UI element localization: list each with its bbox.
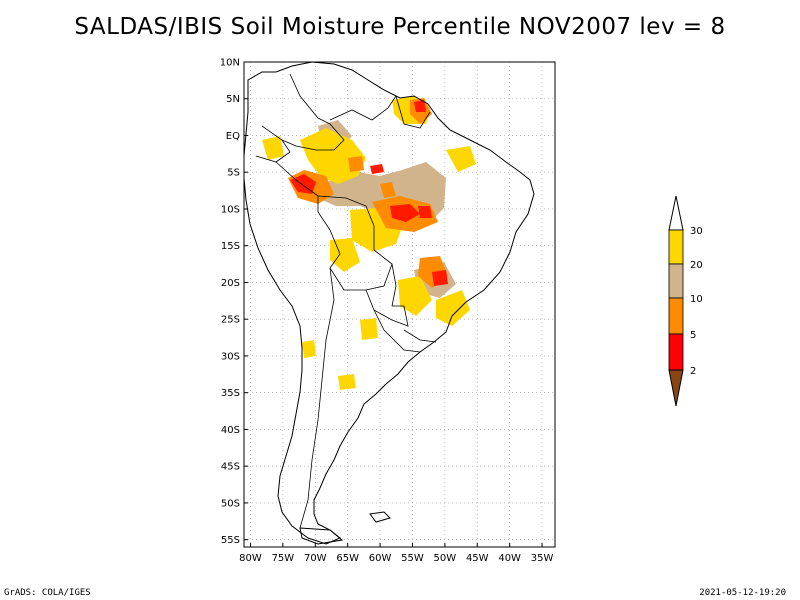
legend-label-2: 2 <box>690 366 696 377</box>
yellow-region-amazon <box>300 128 366 184</box>
legend-label-20: 20 <box>690 260 703 271</box>
lon-label: 75W <box>272 553 295 564</box>
lon-label: 45W <box>466 553 489 564</box>
legend-bin-30 <box>668 229 684 265</box>
legend-bin-10 <box>668 297 684 335</box>
lat-label: EQ <box>226 131 240 142</box>
footer-timestamp: 2021-05-12-19:20 <box>699 588 786 598</box>
yellow-region-ne <box>446 146 476 172</box>
lon-label: 55W <box>401 553 424 564</box>
border-venezuela <box>329 95 397 121</box>
lon-label: 65W <box>336 553 359 564</box>
lat-label: 55S <box>221 535 240 546</box>
red-region-center2 <box>418 206 432 218</box>
red-region-north <box>414 100 426 112</box>
longitude-labels: 80W 75W 70W 65W 60W 55W 50W 45W 40W 35W <box>239 553 553 564</box>
tierra-del-fuego-outline <box>299 527 344 545</box>
red-region-mid <box>370 164 384 174</box>
lat-label: 15S <box>221 241 240 252</box>
lon-label: 80W <box>239 553 262 564</box>
legend-colorbar: 30 20 10 5 2 <box>668 195 703 407</box>
lat-label: 35S <box>221 388 240 399</box>
border-argentina-north <box>373 309 421 353</box>
legend-bin-5 <box>668 333 684 371</box>
yellow-region-small1 <box>302 340 316 358</box>
orange-region-small2 <box>348 156 364 172</box>
lon-label: 35W <box>531 553 554 564</box>
lat-label: 10S <box>221 204 240 215</box>
yellow-region-paraguay <box>360 318 378 340</box>
border-guianas <box>395 95 431 129</box>
border-uruguay <box>403 329 437 343</box>
border-peru <box>275 161 341 269</box>
country-borders <box>255 73 437 529</box>
legend-bottom-triangle <box>668 369 684 407</box>
border-colombia <box>281 73 345 151</box>
south-america-outline <box>243 61 535 545</box>
latitude-labels: 10N 5N EQ 5S 10S 15S 20S 25S 30S 35S 40S 45S 50S 55S <box>220 58 240 547</box>
soil-moisture-shading <box>262 96 476 390</box>
map-title: SALDAS/IBIS Soil Moisture Percentile NOV… <box>74 14 726 40</box>
tan-region-east <box>392 166 440 202</box>
lat-label: 40S <box>221 425 240 436</box>
legend-label-30: 30 <box>690 226 703 237</box>
lat-label: 5S <box>227 168 240 179</box>
yellow-region-coastal <box>436 290 470 326</box>
lat-label: 25S <box>221 315 240 326</box>
footer-credit: GrADS: COLA/IGES <box>4 588 91 598</box>
coastline <box>243 61 535 545</box>
lat-label: 10N <box>220 58 240 69</box>
red-region-center <box>390 204 420 222</box>
lat-label: 45S <box>221 462 240 473</box>
legend-label-5: 5 <box>690 330 696 341</box>
border-brazil-west <box>317 195 397 307</box>
border-chile-argentina <box>299 267 335 529</box>
lon-label: 60W <box>369 553 392 564</box>
yellow-region-west <box>262 136 284 160</box>
red-region-west <box>290 174 316 194</box>
lat-label: 30S <box>221 351 240 362</box>
lat-label: 50S <box>221 498 240 509</box>
yellow-region-small2 <box>338 374 356 390</box>
yellow-region-south <box>330 238 360 272</box>
lat-label: 20S <box>221 278 240 289</box>
yellow-region-se <box>398 276 432 316</box>
map-frame <box>243 61 556 548</box>
legend-top-triangle <box>668 195 684 231</box>
lat-label: 5N <box>226 94 240 105</box>
lon-label: 40W <box>498 553 521 564</box>
red-region-se <box>432 270 448 286</box>
graticule <box>244 61 555 547</box>
lon-label: 70W <box>304 553 327 564</box>
orange-region-small <box>380 182 396 198</box>
border-paraguay <box>365 289 409 327</box>
lon-label: 50W <box>434 553 457 564</box>
falklands-outline <box>369 511 391 523</box>
border-ecuador <box>255 125 291 163</box>
legend-bin-20 <box>668 263 684 299</box>
legend-label-10: 10 <box>690 294 703 305</box>
